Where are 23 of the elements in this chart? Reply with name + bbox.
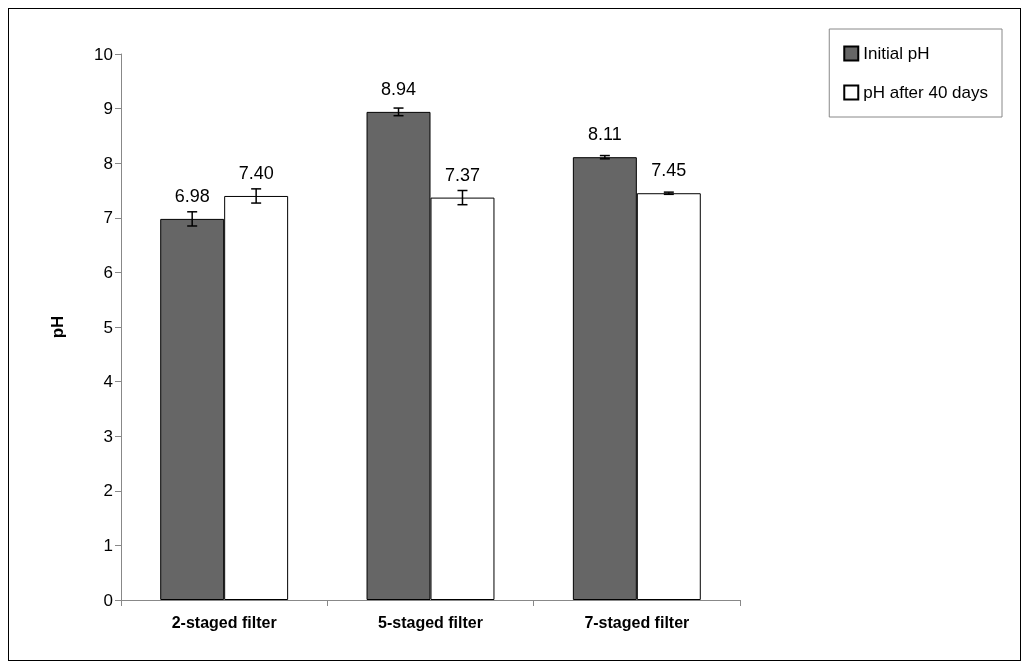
x-tick-label: 2-staged filter: [171, 613, 277, 631]
y-tick-label: 7: [103, 208, 113, 228]
data-label: 6.98: [174, 185, 210, 206]
legend-label: pH after 40 days: [863, 83, 989, 102]
y-tick-label: 10: [94, 44, 113, 64]
y-tick-label: 9: [103, 99, 113, 119]
data-label: 8.94: [380, 78, 417, 99]
y-tick-label: 6: [103, 262, 113, 282]
y-tick-label: 4: [103, 372, 113, 392]
data-label: 7.40: [238, 162, 274, 183]
legend-label: Initial pH: [863, 44, 930, 63]
y-tick-label: 3: [103, 426, 113, 446]
x-tick-label: 5-staged filter: [378, 613, 483, 631]
y-tick-label: 2: [103, 481, 113, 501]
data-label: 7.45: [651, 160, 687, 181]
y-tick-label: 8: [103, 153, 113, 173]
data-label: 7.37: [444, 164, 481, 185]
y-tick-label: 0: [103, 590, 113, 610]
y-tick-label: 5: [103, 317, 113, 337]
y-axis-title: pH: [48, 315, 67, 339]
data-label: 8.11: [588, 124, 622, 145]
y-tick-label: 1: [103, 535, 113, 555]
x-tick-label: 7-staged filter: [584, 613, 690, 631]
